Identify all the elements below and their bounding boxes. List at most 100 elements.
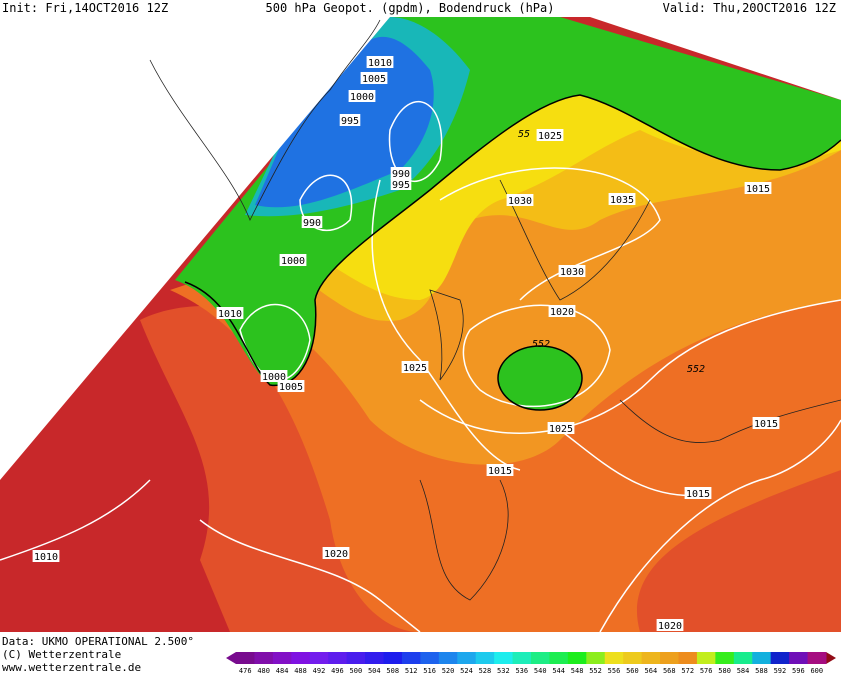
colorbar-label: 548 <box>571 667 584 675</box>
label-bg <box>301 216 323 228</box>
colorbar-label: 520 <box>442 667 455 675</box>
contour-label: 995 <box>392 180 410 191</box>
contour-label: 1000 <box>281 256 305 267</box>
colorbar-label: 584 <box>737 667 750 675</box>
colorbar-swatch <box>623 652 643 664</box>
colorbar-swatch <box>236 652 255 664</box>
contour-label: 1015 <box>686 489 710 500</box>
contour-label: 1035 <box>610 195 634 206</box>
label-bg <box>752 417 780 429</box>
colorbar-label: 576 <box>700 667 713 675</box>
contour-label: 1025 <box>549 424 573 435</box>
label-bg <box>390 178 412 190</box>
contour-label: 1020 <box>658 621 682 632</box>
header-band <box>0 0 841 17</box>
coastlines <box>149 19 841 601</box>
label-bg <box>279 254 307 266</box>
colorbar-label: 528 <box>479 667 492 675</box>
colorbar-label: 532 <box>497 667 510 675</box>
label-bg <box>339 114 361 126</box>
label-bg <box>558 265 586 277</box>
colorbar-swatch <box>678 652 698 664</box>
colorbar-label: 544 <box>552 667 565 675</box>
colorbar-label: 572 <box>681 667 694 675</box>
colorbar-label: 516 <box>423 667 436 675</box>
contour-label: 552 <box>687 364 705 375</box>
label-bg <box>32 550 60 562</box>
map-title: 500 hPa Geopot. (gpdm), Bodendruck (hPa) <box>266 1 555 15</box>
colorbar-label: 592 <box>774 667 787 675</box>
colorbar-swatch <box>328 652 348 664</box>
colorbar-label: 500 <box>350 667 363 675</box>
colorbar-label: 504 <box>368 667 381 675</box>
contour-label: 1020 <box>550 307 574 318</box>
colorbar-label: 488 <box>294 667 307 675</box>
colorbar-swatch <box>457 652 477 664</box>
contour-label: 1000 <box>262 372 286 383</box>
contour-label: 1015 <box>746 184 770 195</box>
website: www.wetterzentrale.de <box>2 661 141 674</box>
contour-label: 1010 <box>218 309 242 320</box>
colorbar-swatch <box>309 652 329 664</box>
label-bg <box>744 182 772 194</box>
colorbar-swatch <box>770 652 790 664</box>
colorbar-arrow-right <box>826 652 836 664</box>
contour-label: 995 <box>341 116 359 127</box>
colorbar-swatch <box>586 652 606 664</box>
contour-label: 1015 <box>754 419 778 430</box>
colorbar-swatch <box>715 652 735 664</box>
colorbar-label: 556 <box>608 667 621 675</box>
contour-552-low <box>497 345 583 411</box>
colorbar-label: 484 <box>276 667 289 675</box>
label-bg <box>277 380 305 392</box>
contour-label: 1020 <box>324 549 348 560</box>
colorbar-swatch <box>346 652 366 664</box>
colorbar-swatch <box>494 652 514 664</box>
colorbar-label: 596 <box>792 667 805 675</box>
colorbar-label: 564 <box>645 667 658 675</box>
colorbar-swatch <box>254 652 274 664</box>
label-bg <box>536 129 564 141</box>
colorbar-swatch <box>660 652 679 664</box>
colorbar-swatch <box>549 652 569 664</box>
label-bg <box>366 56 394 68</box>
label-bg <box>548 305 576 317</box>
contour-label: 1015 <box>488 466 512 477</box>
no-data-east <box>590 17 841 100</box>
colorbar-swatch <box>641 652 661 664</box>
label-bg <box>322 547 350 559</box>
colorbar-label: 508 <box>386 667 399 675</box>
label-bg <box>360 72 388 84</box>
colorbar-swatch <box>475 652 495 664</box>
colorbar-label: 476 <box>239 667 252 675</box>
contour-label: 990 <box>303 218 321 229</box>
label-bg <box>656 619 684 631</box>
init-time: Init: Fri,14OCT2016 12Z <box>2 1 168 15</box>
valid-time: Valid: Thu,20OCT2016 12Z <box>663 1 836 15</box>
colorbar-swatch <box>512 652 532 664</box>
colorbar-swatch <box>807 652 827 664</box>
colorbar-label: 536 <box>515 667 528 675</box>
colorbar-swatch <box>272 652 292 664</box>
colorbar-label: 496 <box>331 667 344 675</box>
colorbar-label: 480 <box>257 667 270 675</box>
colorbar-label: 580 <box>718 667 731 675</box>
colorbar-swatch <box>531 652 550 664</box>
colorbar-label: 560 <box>626 667 639 675</box>
colorbar-swatch <box>789 652 809 664</box>
colorbar-swatch <box>420 652 440 664</box>
contour-label: 1010 <box>34 552 58 563</box>
colorbar-swatch <box>567 652 587 664</box>
label-bg <box>401 361 429 373</box>
label-bg <box>506 194 534 206</box>
colorbar-swatch <box>604 652 624 664</box>
contour-label: 55 <box>518 129 530 140</box>
label-bg <box>547 422 575 434</box>
contour-labels: 1010100510009959909959901000101010001005… <box>32 56 780 632</box>
contour-label: 1030 <box>560 267 584 278</box>
label-bg <box>486 464 514 476</box>
colorbar-label: 524 <box>460 667 473 675</box>
colorbar-swatch <box>365 652 384 664</box>
